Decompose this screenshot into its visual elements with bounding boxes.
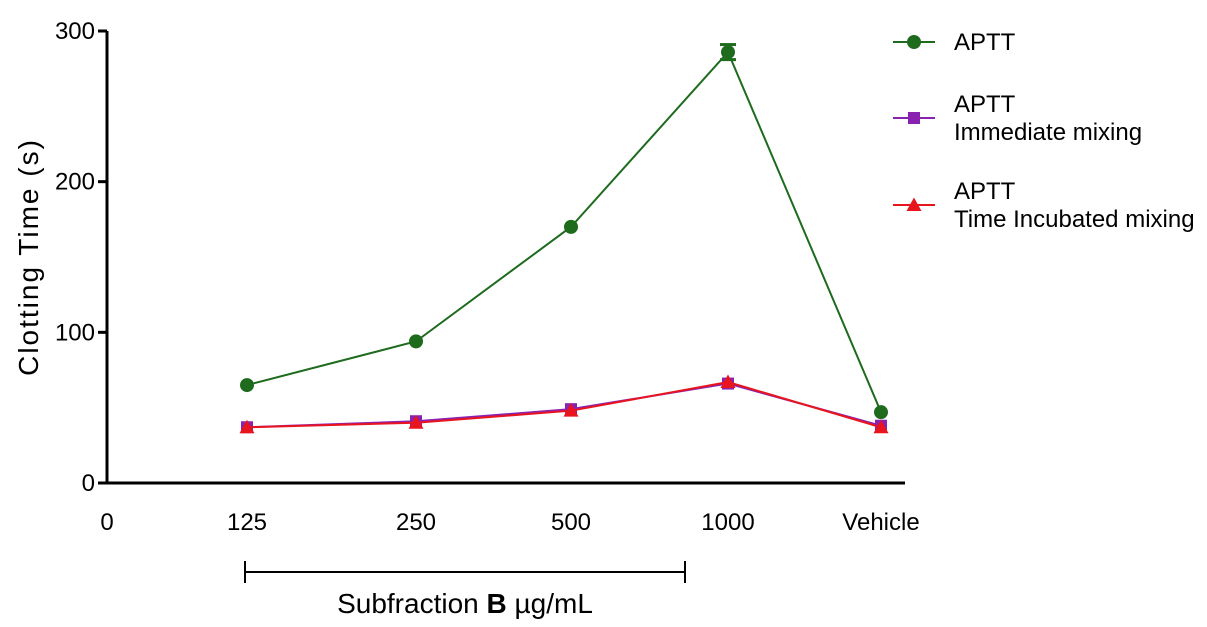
data-point <box>563 403 579 417</box>
axes <box>98 29 905 485</box>
x-tick-label: 250 <box>396 509 436 536</box>
data-point <box>408 415 424 429</box>
group-bracket: Subfraction B µg/mL <box>244 561 686 619</box>
series <box>239 43 889 434</box>
y-tick-label: 100 <box>55 319 95 346</box>
x-tick-label: 500 <box>551 509 591 536</box>
legend-marker <box>908 112 920 124</box>
data-point <box>239 419 255 434</box>
series-line <box>246 382 882 429</box>
y-tick-label: 300 <box>55 18 95 45</box>
legend-label: APTT <box>954 178 1016 205</box>
data-point <box>873 419 889 434</box>
data-point <box>720 374 736 389</box>
legend-marker <box>906 197 922 211</box>
series-line <box>246 381 882 429</box>
group-label: Subfraction B µg/mL <box>337 588 593 619</box>
legend-label: APTT <box>954 91 1016 118</box>
data-point <box>564 219 578 234</box>
legend-item-1: APTT <box>893 29 1016 56</box>
legend-label: Immediate mixing <box>954 119 1142 146</box>
series-3 <box>239 374 889 434</box>
data-point <box>874 405 888 420</box>
legend-label: APTT <box>954 29 1016 56</box>
y-tick-label: 200 <box>55 169 95 196</box>
x-tick-label: 0 <box>100 509 113 536</box>
x-tick-label: Vehicle <box>842 509 919 536</box>
x-tick-label: 1000 <box>701 509 754 536</box>
data-point <box>721 45 735 60</box>
legend-marker <box>907 35 921 49</box>
data-point <box>409 334 423 349</box>
series-1 <box>240 43 888 420</box>
tick-labels: 0 100 200 300 0 125 250 500 1000 Vehicle <box>55 18 920 536</box>
series-line <box>246 50 882 413</box>
legend-label: Time Incubated mixing <box>954 206 1195 233</box>
y-axis-title: Clotting Time (s) <box>13 138 44 376</box>
x-tick-label: 125 <box>227 509 267 536</box>
data-point <box>240 378 254 393</box>
y-tick-label: 0 <box>82 470 95 497</box>
